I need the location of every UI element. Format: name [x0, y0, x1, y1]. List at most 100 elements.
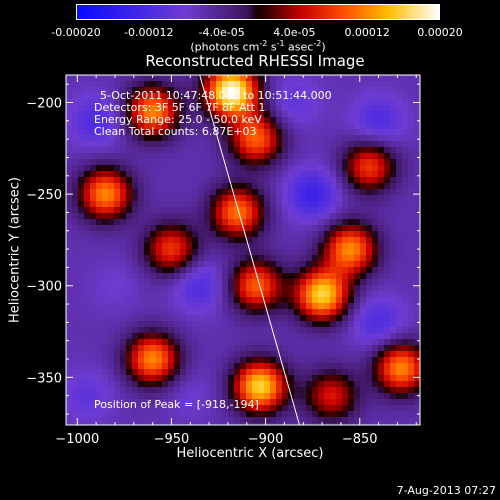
heatmap-cell	[162, 159, 169, 166]
heatmap-cell	[288, 159, 295, 166]
heatmap-cell	[66, 135, 73, 142]
heatmap-cell	[96, 81, 103, 88]
heatmap-cell	[66, 297, 73, 304]
heatmap-cell	[108, 237, 115, 244]
heatmap-cell	[150, 129, 157, 136]
heatmap-cell	[342, 411, 349, 418]
heatmap-cell	[354, 93, 361, 100]
heatmap-cell	[336, 219, 343, 226]
heatmap-cell	[240, 153, 247, 160]
heatmap-cell	[228, 159, 235, 166]
heatmap-cell	[360, 363, 367, 370]
heatmap-cell	[378, 309, 385, 316]
heatmap-cell	[360, 345, 367, 352]
heatmap-cell	[360, 153, 367, 160]
heatmap-cell	[276, 189, 283, 196]
heatmap-cell	[222, 357, 229, 364]
heatmap-cell	[342, 375, 349, 382]
colorbar-units: (photons cm-2 s-1 asec-2)	[190, 39, 326, 54]
heatmap-cell	[246, 111, 253, 118]
heatmap-cell	[318, 285, 325, 292]
heatmap-cell	[408, 129, 415, 136]
heatmap-cell	[258, 183, 265, 190]
heatmap-cell	[216, 417, 223, 424]
heatmap-cell	[90, 99, 97, 106]
heatmap-cell	[258, 393, 265, 400]
heatmap-cell	[72, 105, 79, 112]
heatmap-cell	[78, 195, 85, 202]
heatmap-cell	[72, 111, 79, 118]
heatmap-cell	[396, 267, 403, 274]
heatmap-cell	[180, 141, 187, 148]
heatmap-cell	[414, 393, 420, 400]
heatmap-cell	[240, 387, 247, 394]
heatmap-cell	[174, 195, 181, 202]
heatmap-cell	[258, 411, 265, 418]
heatmap-cell	[246, 273, 253, 280]
heatmap-cell	[228, 165, 235, 172]
heatmap-cell	[162, 81, 169, 88]
heatmap-cell	[168, 123, 175, 130]
heatmap-cell	[174, 315, 181, 322]
heatmap-cell	[300, 267, 307, 274]
heatmap-cell	[318, 81, 325, 88]
heatmap-cell	[180, 171, 187, 178]
heatmap-cell	[366, 405, 373, 412]
heatmap-cell	[264, 219, 271, 226]
heatmap-cell	[150, 405, 157, 412]
heatmap-cell	[348, 321, 355, 328]
heatmap-cell	[204, 303, 211, 310]
heatmap-cell	[258, 399, 265, 406]
heatmap-cell	[228, 117, 235, 124]
heatmap-cell	[276, 231, 283, 238]
heatmap-cell	[408, 177, 415, 184]
heatmap-cell	[246, 393, 253, 400]
heatmap-cell	[252, 399, 259, 406]
heatmap-cell	[162, 285, 169, 292]
heatmap-cell	[330, 273, 337, 280]
heatmap-cell	[390, 369, 397, 376]
heatmap-cell	[126, 393, 133, 400]
heatmap-cell	[210, 375, 217, 382]
heatmap-cell	[132, 237, 139, 244]
axis-ticks: −1000 −950 −900 −850−200−250−300−350	[26, 75, 420, 447]
heatmap-cell	[156, 309, 163, 316]
heatmap-cell	[294, 417, 301, 424]
heatmap-cell	[66, 285, 73, 292]
heatmap-cell	[390, 387, 397, 394]
heatmap-cell	[84, 141, 91, 148]
heatmap-cell	[414, 249, 420, 256]
heatmap-cell	[180, 321, 187, 328]
heatmap-cell	[222, 171, 229, 178]
heatmap-cell	[354, 249, 361, 256]
heatmap-cell	[138, 393, 145, 400]
heatmap-cell	[408, 201, 415, 208]
heatmap-cell	[402, 219, 409, 226]
heatmap-cell	[216, 177, 223, 184]
heatmap-cell	[324, 369, 331, 376]
heatmap-cell	[294, 75, 301, 82]
heatmap-cell	[270, 129, 277, 136]
heatmap-cell	[300, 195, 307, 202]
heatmap-cell	[264, 237, 271, 244]
heatmap-cell	[90, 225, 97, 232]
heatmap-cell	[270, 165, 277, 172]
heatmap-cell	[198, 327, 205, 334]
heatmap-cell	[414, 237, 420, 244]
heatmap-cell	[288, 231, 295, 238]
heatmap-cell	[108, 123, 115, 130]
heatmap-cell	[120, 249, 127, 256]
heatmap-cell	[396, 231, 403, 238]
heatmap-cell	[294, 345, 301, 352]
heatmap-cell	[306, 423, 313, 425]
heatmap-cell	[378, 297, 385, 304]
heatmap-cell	[324, 141, 331, 148]
heatmap-cell	[306, 399, 313, 406]
heatmap-cell	[126, 327, 133, 334]
heatmap-cell	[66, 93, 73, 100]
heatmap-cell	[84, 393, 91, 400]
heatmap-cell	[102, 411, 109, 418]
heatmap-cell	[402, 405, 409, 412]
heatmap-cell	[384, 105, 391, 112]
heatmap-cell	[390, 405, 397, 412]
